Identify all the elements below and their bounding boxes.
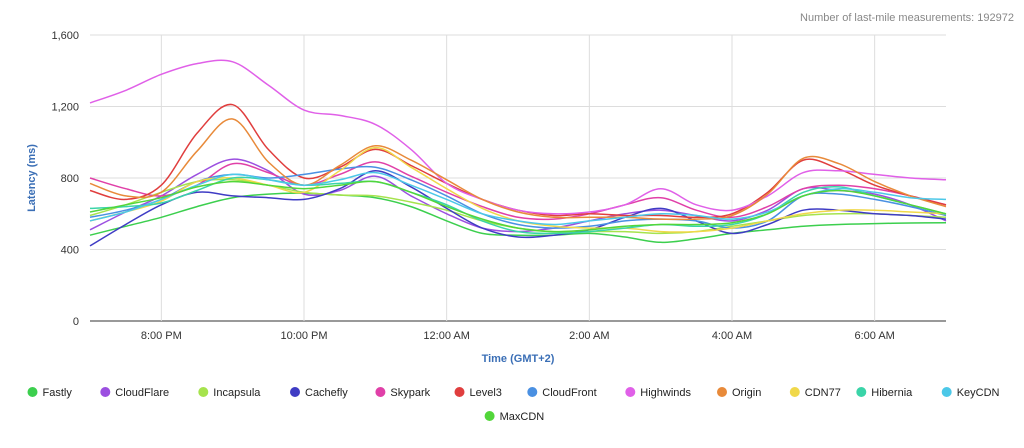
legend-item-keycdn[interactable]: KeyCDN bbox=[941, 387, 1000, 399]
legend-marker bbox=[789, 387, 800, 397]
x-axis-title: Time (GMT+2) bbox=[482, 353, 555, 365]
y-tick-label: 1,200 bbox=[51, 102, 79, 114]
series-line-cloudfront bbox=[89, 165, 947, 229]
legend-label: CloudFlare bbox=[115, 387, 169, 399]
legend-label: Skypark bbox=[390, 387, 430, 399]
legend-label: Cachefly bbox=[305, 387, 348, 399]
legend-marker bbox=[198, 387, 209, 397]
legend-item-cdn77[interactable]: CDN77 bbox=[789, 387, 841, 399]
series-line-highwinds bbox=[89, 59, 947, 215]
y-tick-label: 400 bbox=[61, 245, 79, 257]
x-tick-label: 4:00 AM bbox=[712, 330, 752, 342]
legend-marker bbox=[290, 387, 300, 397]
legend-item-maxcdn[interactable]: MaxCDN bbox=[484, 411, 545, 423]
legend-label: Highwinds bbox=[640, 387, 691, 399]
x-tick-label: 8:00 PM bbox=[141, 330, 182, 342]
x-tick-label: 10:00 PM bbox=[280, 330, 327, 342]
legend-label: Incapsula bbox=[213, 387, 261, 399]
legend-item-skypark[interactable]: Skypark bbox=[375, 387, 431, 399]
x-tick-label: 2:00 AM bbox=[569, 330, 609, 342]
legend-label: Fastly bbox=[43, 387, 73, 399]
measurements-annotation: Number of last-mile measurements: 192972 bbox=[800, 12, 1014, 24]
series-lines bbox=[89, 59, 947, 247]
y-tick-label: 800 bbox=[61, 173, 79, 185]
x-axis-ticks: 8:00 PM 10:00 PM 12:00 AM 2:00 AM 4:00 AM 6:0… bbox=[141, 330, 895, 342]
x-tick-label: 12:00 AM bbox=[423, 330, 469, 342]
legend-marker bbox=[856, 387, 867, 397]
legend-label: Level3 bbox=[470, 387, 502, 399]
legend-marker bbox=[941, 387, 952, 397]
y-tick-label: 0 bbox=[73, 316, 79, 328]
legend: Fastly CloudFlare Incapsula Cachefly Skypark… bbox=[27, 387, 1000, 423]
series-line-hibernia bbox=[89, 176, 947, 235]
legend-item-level3[interactable]: Level3 bbox=[454, 387, 502, 399]
legend-marker bbox=[454, 387, 465, 397]
legend-marker bbox=[375, 387, 386, 397]
legend-label: Origin bbox=[732, 387, 761, 399]
legend-marker bbox=[100, 387, 111, 397]
legend-label: CDN77 bbox=[805, 387, 841, 399]
legend-item-fastly[interactable]: Fastly bbox=[27, 387, 73, 399]
legend-marker bbox=[27, 387, 38, 397]
legend-label: Hibernia bbox=[871, 387, 913, 399]
legend-label: KeyCDN bbox=[957, 387, 1000, 399]
series-line-cachefly bbox=[89, 170, 947, 247]
series-line-fastly bbox=[89, 192, 947, 244]
legend-item-cachefly[interactable]: Cachefly bbox=[290, 387, 348, 399]
series-line-skypark bbox=[89, 161, 947, 221]
legend-item-cloudfront[interactable]: CloudFront bbox=[527, 387, 597, 399]
x-tick-label: 6:00 AM bbox=[854, 330, 894, 342]
legend-label: MaxCDN bbox=[500, 411, 545, 423]
legend-marker bbox=[717, 387, 727, 397]
legend-item-cloudflare[interactable]: CloudFlare bbox=[100, 387, 169, 399]
series-line-maxcdn bbox=[89, 180, 947, 233]
series-line-origin bbox=[89, 118, 947, 221]
legend-item-hibernia[interactable]: Hibernia bbox=[856, 387, 913, 399]
legend-marker bbox=[484, 411, 495, 421]
legend-item-origin[interactable]: Origin bbox=[717, 387, 761, 399]
legend-item-highwinds[interactable]: Highwinds bbox=[625, 387, 692, 399]
y-tick-label: 1,600 bbox=[51, 30, 79, 42]
y-axis-ticks: 0 400 800 1,200 1,600 bbox=[51, 30, 79, 328]
legend-label: CloudFront bbox=[542, 387, 596, 399]
legend-marker bbox=[625, 387, 636, 397]
legend-item-incapsula[interactable]: Incapsula bbox=[198, 387, 261, 399]
legend-marker bbox=[527, 387, 538, 397]
y-axis-title: Latency (ms) bbox=[26, 144, 38, 212]
